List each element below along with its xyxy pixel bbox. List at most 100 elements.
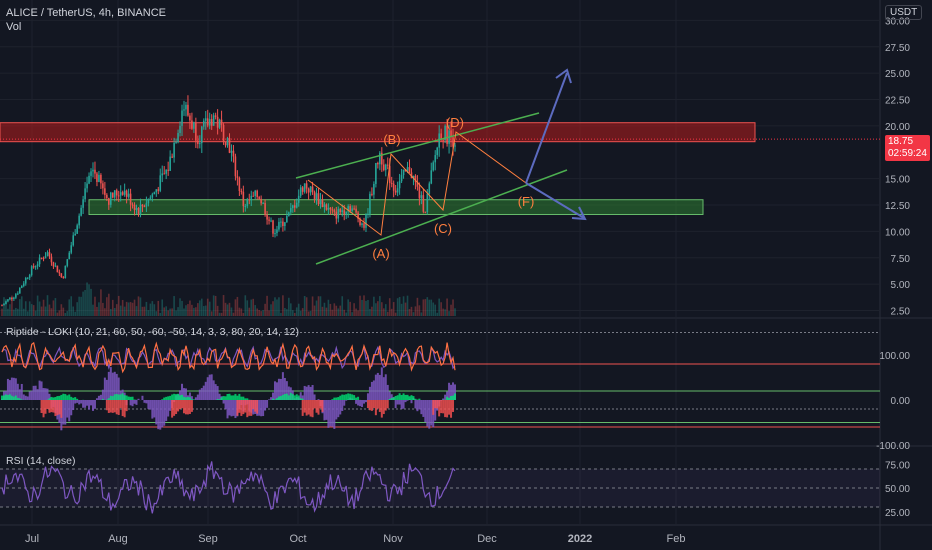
candle-body xyxy=(420,195,423,199)
riptide-positive-bar xyxy=(181,394,184,400)
candle-body xyxy=(262,203,264,205)
riptide-negative-bar xyxy=(40,400,43,413)
volume-bar xyxy=(212,295,215,316)
candle-body xyxy=(204,118,207,121)
candle-body xyxy=(434,155,437,163)
volume-bar xyxy=(44,306,47,316)
volume-bar xyxy=(102,302,104,316)
candle-body xyxy=(295,202,298,208)
riptide-histogram-bar xyxy=(62,400,65,425)
riptide-histogram-bar xyxy=(313,394,316,400)
volume-bar xyxy=(52,300,55,316)
candle-body xyxy=(206,118,209,126)
riptide-histogram-bar xyxy=(335,400,338,420)
riptide-histogram-bar xyxy=(179,390,182,400)
volume-bar xyxy=(224,302,227,316)
volume-bar xyxy=(133,299,136,316)
riptide-histogram-bar xyxy=(107,371,110,400)
candle-body xyxy=(92,169,94,172)
candle-body xyxy=(58,272,61,274)
riptide-negative-bar xyxy=(368,400,371,411)
rsi-tick-label: 25.00 xyxy=(885,508,910,519)
riptide-positive-bar xyxy=(295,394,298,400)
riptide-histogram-bar xyxy=(420,400,423,415)
riptide-histogram-bar xyxy=(374,374,377,400)
riptide-histogram-bar xyxy=(228,400,231,416)
candle-body xyxy=(24,278,27,284)
currency-selector[interactable]: USDT xyxy=(885,5,923,20)
volume-bar xyxy=(402,296,405,316)
riptide-histogram-bar xyxy=(307,385,310,400)
volume-bar xyxy=(19,299,21,316)
riptide-histogram-bar xyxy=(260,400,263,417)
candle-body xyxy=(359,218,361,225)
rsi-label[interactable]: RSI (14, close) xyxy=(6,455,76,467)
candle-body xyxy=(323,204,326,208)
riptide-negative-bar xyxy=(446,400,449,418)
riptide-histogram-bar xyxy=(109,367,112,400)
riptide-histogram-bar xyxy=(202,385,205,400)
riptide-negative-bar xyxy=(236,400,239,416)
riptide-label[interactable]: Riptide - LOKI (10, 21, 60, 50, -60, -50… xyxy=(6,326,300,338)
riptide-negative-bar xyxy=(448,400,451,415)
riptide-positive-bar xyxy=(167,396,170,400)
volume-bar xyxy=(22,308,25,316)
riptide-histogram-bar xyxy=(285,381,288,400)
riptide-histogram-bar xyxy=(333,400,336,429)
volume-bar xyxy=(331,309,334,316)
candle-body xyxy=(119,192,122,196)
candle-body xyxy=(345,211,348,214)
riptide-histogram-bar xyxy=(370,381,373,400)
candle-body xyxy=(367,213,369,215)
volume-bar xyxy=(228,302,231,316)
volume-bar xyxy=(266,295,268,316)
riptide-negative-bar xyxy=(248,400,251,416)
riptide-histogram-bar xyxy=(264,400,267,411)
riptide-histogram-bar xyxy=(46,388,49,400)
candle-body xyxy=(384,164,387,171)
riptide-positive-bar xyxy=(121,393,124,400)
volume-bar xyxy=(323,302,326,316)
candle-body xyxy=(254,190,257,196)
volume-bar xyxy=(86,282,88,316)
candle-body xyxy=(200,126,203,144)
volume-label: Vol xyxy=(6,21,22,33)
volume-bar xyxy=(349,301,351,316)
volume-bar xyxy=(412,312,415,316)
riptide-histogram-bar xyxy=(149,400,152,410)
riptide-histogram-bar xyxy=(157,400,160,430)
riptide-positive-bar xyxy=(224,396,227,400)
candle-body xyxy=(390,182,393,184)
riptide-histogram-bar xyxy=(325,400,328,420)
volume-bar xyxy=(62,307,65,316)
volume-bar xyxy=(127,302,130,316)
candle-body xyxy=(157,189,160,191)
volume-bar xyxy=(432,302,435,316)
riptide-positive-bar xyxy=(402,393,405,400)
candle-body xyxy=(86,183,88,189)
riptide-histogram-bar xyxy=(141,395,144,400)
volume-bar xyxy=(252,298,255,316)
riptide-histogram-bar xyxy=(95,398,98,400)
riptide-histogram-bar xyxy=(329,400,332,427)
candle-body xyxy=(34,266,37,268)
volume-bar xyxy=(7,308,9,316)
volume-bar xyxy=(159,312,162,316)
candle-body xyxy=(161,173,164,176)
candle-body xyxy=(78,215,80,226)
candle-body xyxy=(179,125,181,134)
candle-body xyxy=(193,122,195,129)
candle-body xyxy=(268,219,270,221)
volume-bar xyxy=(286,309,288,316)
volume-bar xyxy=(343,309,346,316)
candle-body xyxy=(108,198,110,205)
riptide-histogram-bar xyxy=(82,400,85,408)
riptide-positive-bar xyxy=(335,397,338,400)
riptide-positive-bar xyxy=(396,395,399,400)
symbol-title[interactable]: ALICE / TetherUS, 4h, BINANCE xyxy=(6,7,166,19)
x-tick-label: Feb xyxy=(667,533,686,545)
riptide-histogram-bar xyxy=(426,400,429,427)
riptide-positive-bar xyxy=(287,395,290,400)
riptide-histogram-bar xyxy=(390,394,393,400)
